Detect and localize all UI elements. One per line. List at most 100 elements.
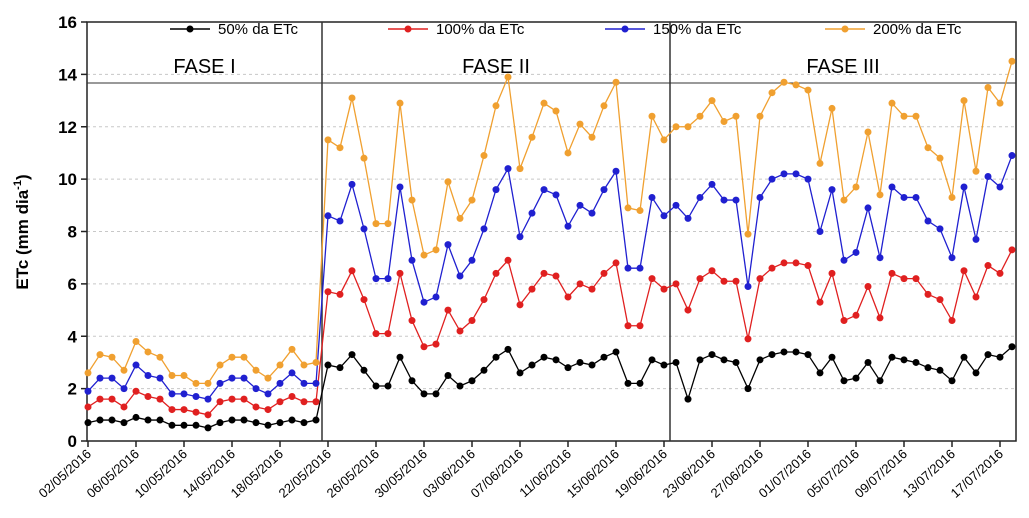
y-label-end: ) [13, 174, 32, 180]
data-point [552, 107, 560, 115]
data-point [900, 275, 908, 283]
data-point [612, 348, 620, 356]
data-point [828, 104, 836, 112]
data-point [228, 395, 236, 403]
data-point [708, 180, 716, 188]
data-point [924, 290, 932, 298]
data-point [696, 275, 704, 283]
data-point [876, 377, 884, 385]
data-point [780, 259, 788, 267]
data-point [768, 175, 776, 183]
data-point [900, 356, 908, 364]
data-point [312, 358, 320, 366]
data-point [960, 97, 968, 105]
data-point [384, 382, 392, 390]
data-point [528, 133, 536, 141]
data-point [576, 358, 584, 366]
data-point [480, 296, 488, 304]
data-point [420, 298, 428, 306]
data-point [240, 374, 248, 382]
data-point [996, 183, 1004, 191]
data-point [348, 94, 356, 102]
data-point [132, 337, 140, 345]
data-point [636, 264, 644, 272]
data-point [108, 353, 116, 361]
data-point [288, 392, 296, 400]
data-point [888, 269, 896, 277]
data-point [996, 99, 1004, 107]
data-point [804, 262, 812, 270]
data-point [264, 374, 272, 382]
data-point [120, 385, 128, 393]
data-point [612, 259, 620, 267]
data-point [852, 248, 860, 256]
data-point [804, 86, 812, 94]
data-point [612, 167, 620, 175]
data-point [336, 217, 344, 225]
series-line [87, 249, 1013, 416]
data-point [804, 175, 812, 183]
data-point [792, 170, 800, 178]
data-point [180, 372, 188, 380]
data-point [408, 256, 416, 264]
data-point [816, 159, 824, 167]
data-point [588, 209, 596, 217]
data-point [972, 293, 980, 301]
data-point [924, 144, 932, 152]
data-point [936, 366, 944, 374]
data-point [372, 330, 380, 338]
legend-marker [841, 25, 849, 33]
data-point [192, 421, 200, 429]
legend-label: 200% da ETc [873, 21, 962, 38]
data-point [228, 416, 236, 424]
data-point [828, 269, 836, 277]
legend-label: 100% da ETc [436, 21, 525, 38]
data-point [984, 262, 992, 270]
data-point [660, 212, 668, 220]
plot-frame [86, 21, 1017, 442]
data-point [396, 183, 404, 191]
data-point [876, 254, 884, 262]
data-point [276, 379, 284, 387]
data-point [348, 351, 356, 359]
data-point [228, 374, 236, 382]
data-point [984, 83, 992, 91]
data-point [492, 186, 500, 194]
data-point [672, 201, 680, 209]
data-point [780, 78, 788, 86]
data-point [732, 277, 740, 285]
y-tick-label: 16 [58, 13, 77, 32]
x-tick-label: 17/07/2016 [948, 446, 1006, 501]
data-point [624, 264, 632, 272]
data-point [120, 419, 128, 427]
data-point [264, 421, 272, 429]
data-point [840, 317, 848, 325]
data-point [240, 353, 248, 361]
data-point [168, 421, 176, 429]
data-point [84, 419, 92, 427]
data-point [432, 340, 440, 348]
data-point [648, 356, 656, 364]
data-point [864, 358, 872, 366]
data-point [792, 259, 800, 267]
data-point [216, 361, 224, 369]
data-point [960, 267, 968, 275]
data-point [420, 390, 428, 398]
data-point [624, 322, 632, 330]
data-point [744, 230, 752, 238]
data-point [720, 118, 728, 126]
data-point [384, 275, 392, 283]
y-label-text: ETc (mm dia [13, 189, 32, 289]
data-point [624, 204, 632, 212]
data-point [252, 366, 260, 374]
data-point [300, 398, 308, 406]
data-point [324, 136, 332, 144]
data-point [456, 382, 464, 390]
data-point [816, 228, 824, 235]
data-point [336, 290, 344, 298]
data-point [612, 78, 620, 86]
data-point [480, 152, 488, 160]
data-point [708, 97, 716, 105]
data-point [996, 269, 1004, 277]
data-point [504, 256, 512, 264]
